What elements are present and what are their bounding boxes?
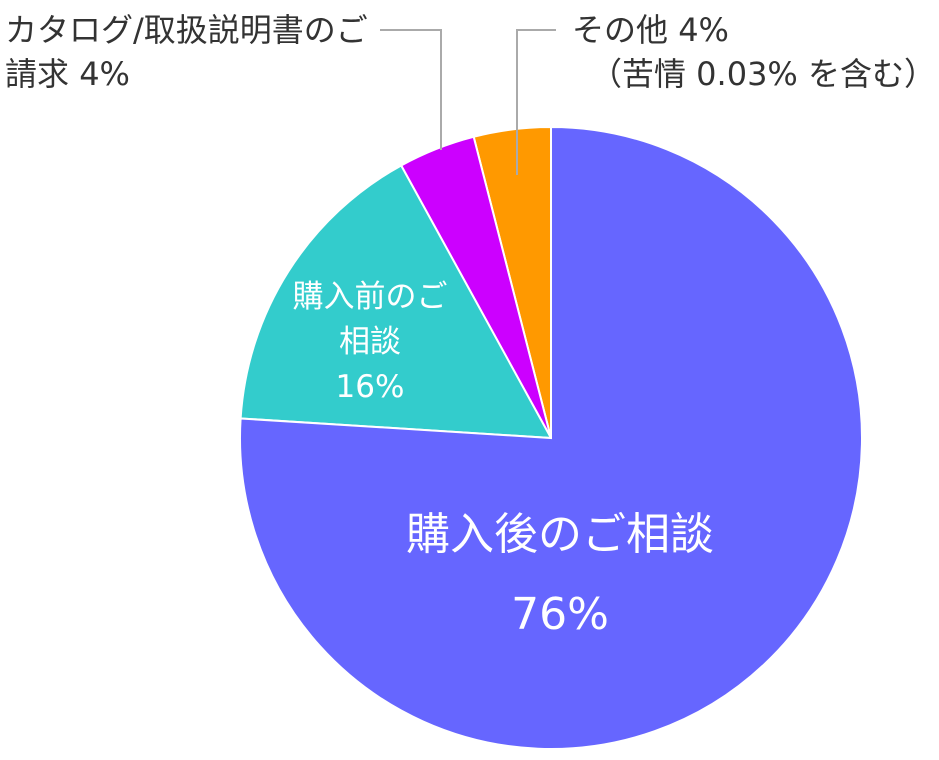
value-label: 16% — [335, 369, 405, 405]
category-label: その他 — [572, 11, 669, 49]
slice-label: その他 4% — [572, 8, 939, 52]
leader-line — [380, 29, 442, 150]
category-label: カタログ/取扱説明書のご請求 — [5, 11, 368, 93]
leader-line — [516, 29, 556, 175]
slice-label: 購入後のご相談 76% — [330, 495, 790, 655]
slice-label: カタログ/取扱説明書のご請求 4% — [5, 8, 377, 96]
value-label: 4% — [79, 55, 130, 93]
pie-slice — [239, 125, 863, 750]
value-label: 76% — [511, 589, 609, 640]
category-label: 購入後のご相談 — [406, 509, 714, 560]
category-label: 購入前のご相談 — [292, 279, 448, 360]
annotation: （苦情 0.03% を含む） — [590, 55, 937, 93]
value-label: 4% — [678, 11, 729, 49]
slice-label: 購入前のご相談 16% — [290, 275, 450, 410]
pie-slice — [239, 164, 553, 440]
